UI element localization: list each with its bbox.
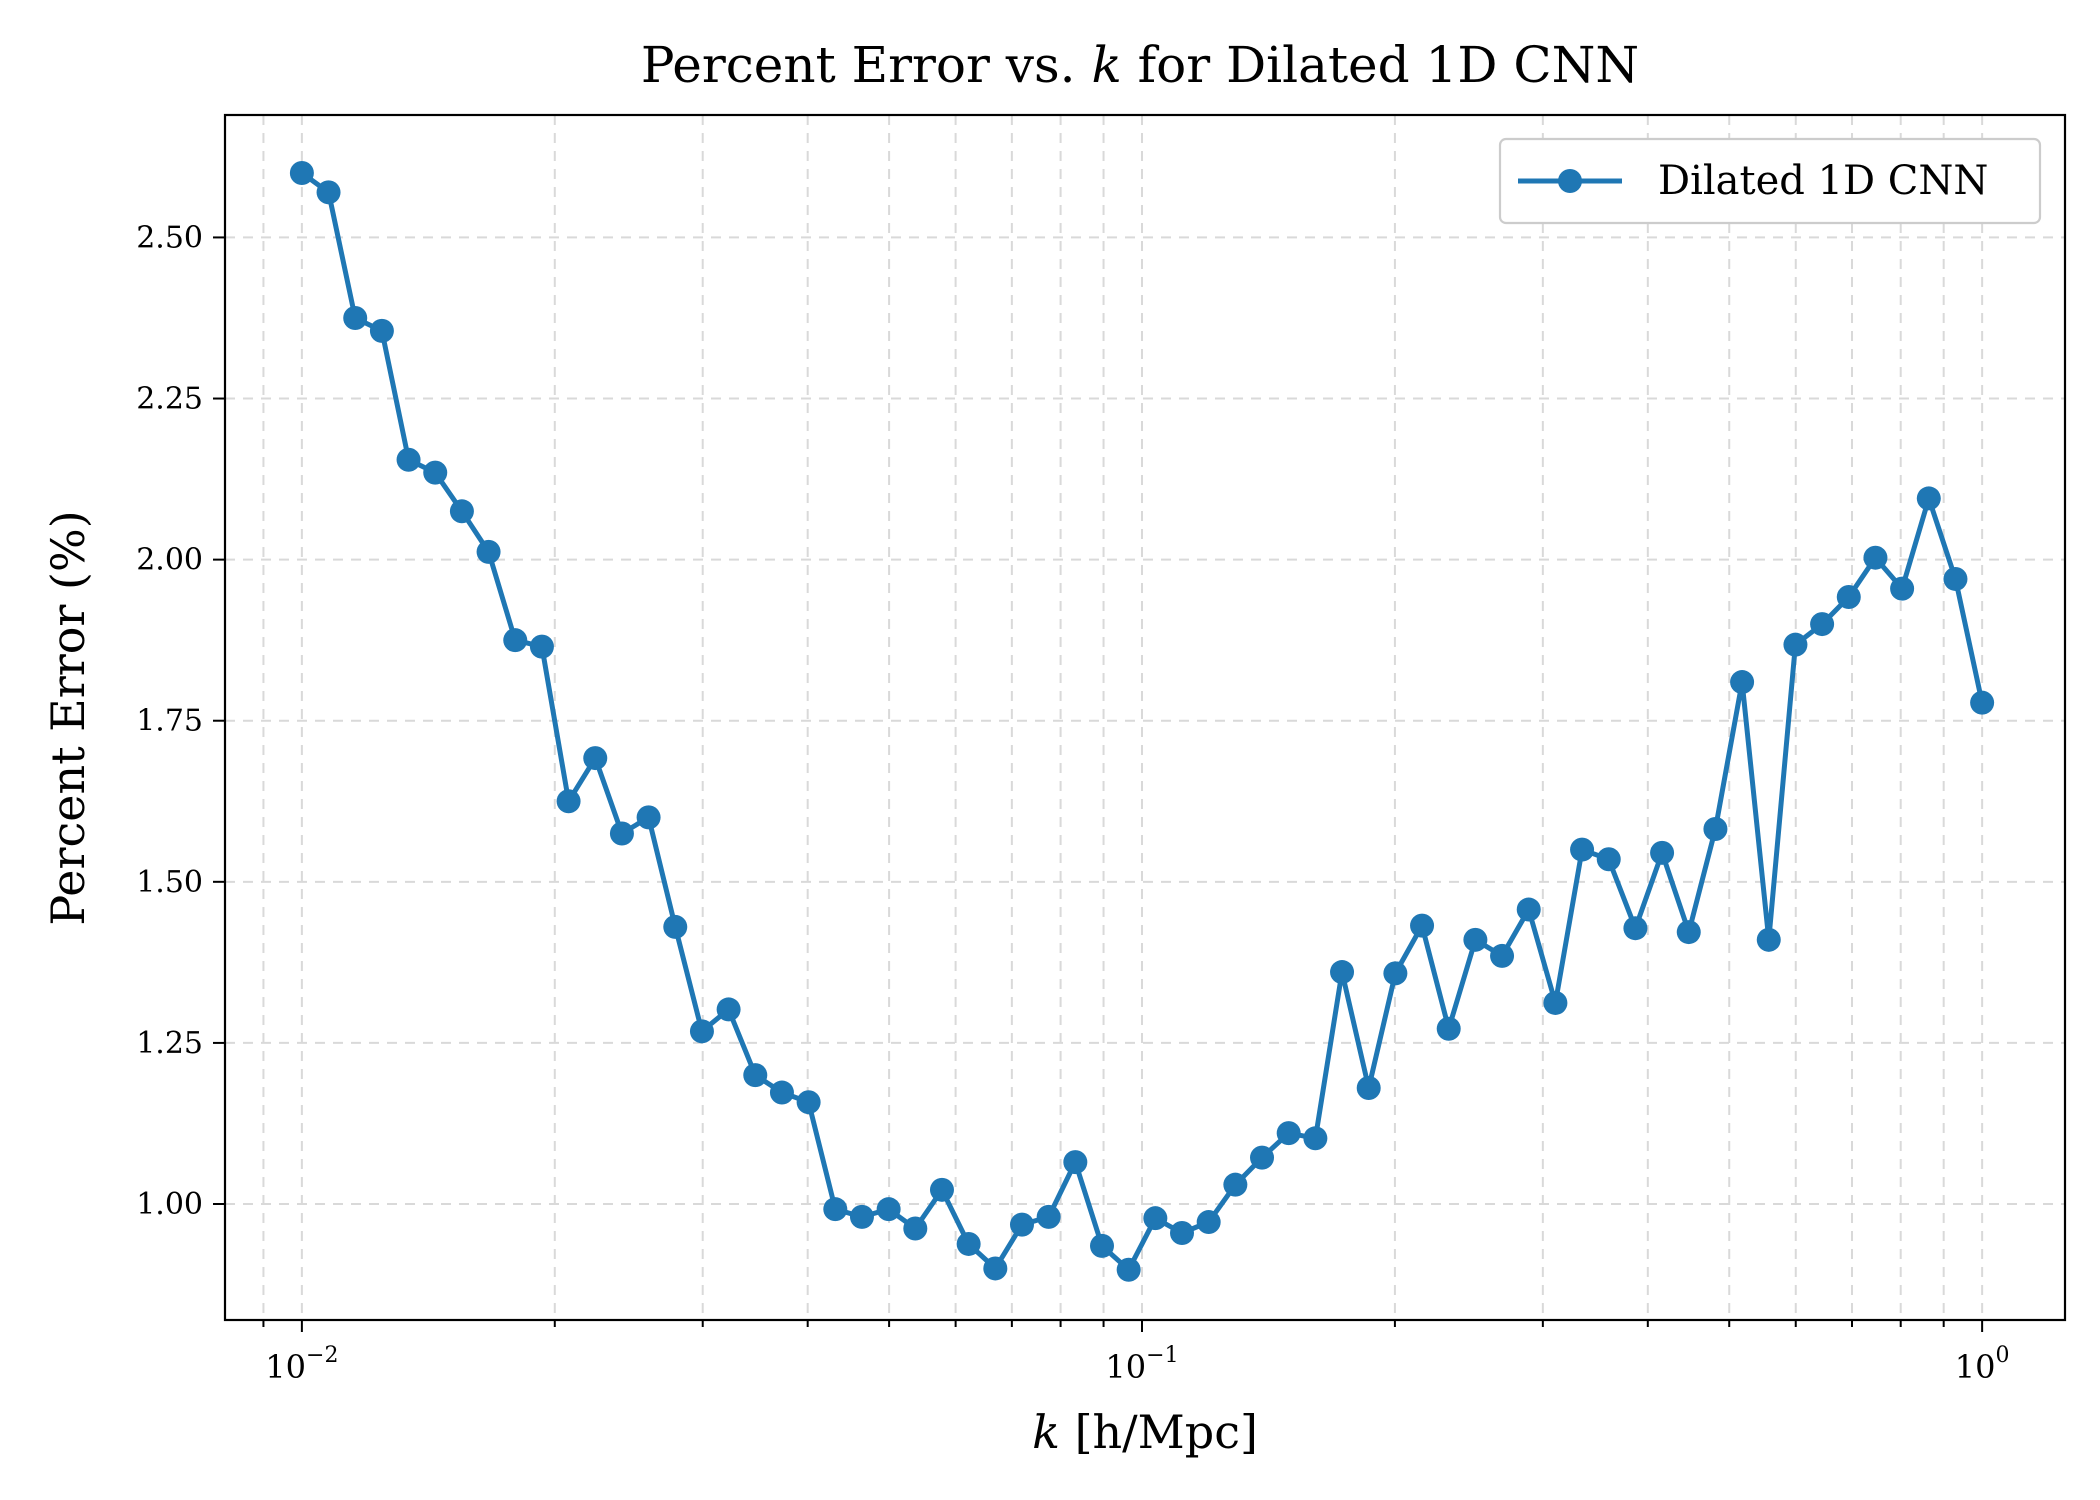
data-point [1890,576,1915,601]
data-point [929,1177,954,1202]
data-point [1596,847,1621,872]
data-point [1836,585,1861,609]
data-point [956,1231,981,1256]
data-point [316,180,341,205]
data-point [636,805,661,830]
legend: Dilated 1D CNN [1498,137,2042,225]
data-point [1970,690,1995,715]
data-point [1223,1172,1248,1197]
data-point [903,1216,928,1241]
y-tick-label: 1.75 [136,704,203,739]
y-tick-label: 1.25 [136,1026,203,1061]
data-point [1943,566,1968,591]
data-point [1916,486,1941,511]
data-point [849,1204,874,1229]
data-point [743,1063,768,1088]
data-point [343,305,368,330]
plot-frame [223,113,2067,1322]
data-point [609,821,634,846]
data-point [689,1019,714,1044]
data-point [1303,1126,1328,1151]
data-point [663,914,688,939]
data-point [1863,545,1888,570]
data-point [1276,1121,1301,1146]
x-tick-label: 10−1 [1105,1343,1178,1386]
y-tick-label: 1.50 [136,865,203,900]
data-point [1463,927,1488,952]
data-point [1196,1210,1221,1235]
x-axis-label: k [h/Mpc] [1032,1405,1258,1459]
data-point [1650,840,1675,865]
data-point [1676,920,1701,945]
data-point [1703,816,1728,841]
x-tick-label: 10−2 [265,1343,338,1386]
data-point [1410,913,1435,938]
data-point [289,160,314,185]
data-point [1730,670,1755,695]
axis-ticks: 10−2 10−1 100 1.00 1.25 1.50 1.75 2.00 2.25 2.50 [136,220,2009,1386]
data-point [1356,1076,1381,1101]
data-point [796,1090,821,1115]
data-point [1383,961,1408,986]
data-point [1623,916,1648,941]
data-point [876,1197,901,1222]
data-point [823,1197,848,1222]
data-point [1036,1204,1061,1229]
data-point [1143,1206,1168,1231]
data-point [1116,1257,1141,1282]
data-point [423,460,448,485]
data-point [1783,632,1808,657]
y-tick-label: 2.50 [136,220,203,255]
data-point [476,539,501,564]
data-point [396,447,421,472]
data-point [1063,1150,1088,1175]
data-point [529,634,554,659]
y-tick-label: 2.00 [136,543,203,578]
data-point [1810,612,1835,637]
legend-marker-swatch [1558,169,1582,193]
grid-lines [225,115,2065,1320]
data-point [1170,1221,1195,1246]
legend-label: Dilated 1D CNN [1658,158,1988,204]
data-point [583,746,608,771]
data-point [503,628,528,653]
data-point [1089,1233,1114,1258]
data-point [556,789,581,814]
y-tick-label: 2.25 [136,382,203,417]
data-point [1009,1212,1034,1237]
data-point [449,499,474,524]
data-point [983,1256,1008,1281]
data-point [769,1080,794,1105]
y-axis-label: Percent Error (%) [41,510,95,925]
data-point [1436,1016,1461,1041]
data-point [1330,960,1355,985]
legend-box [1498,137,2042,225]
x-tick-label: 100 [1955,1343,2010,1386]
data-series [289,160,1995,1282]
data-point [1490,943,1515,968]
data-point [1756,927,1781,952]
data-point [1543,990,1568,1015]
chart-title: Percent Error vs. k for Dilated 1D CNN [641,36,1639,94]
y-tick-label: 1.00 [136,1187,203,1222]
data-point [1250,1145,1275,1170]
data-point [1570,837,1595,862]
data-point [716,997,741,1022]
data-point [1516,897,1541,922]
data-point [369,318,394,343]
series-line [300,170,1985,1273]
